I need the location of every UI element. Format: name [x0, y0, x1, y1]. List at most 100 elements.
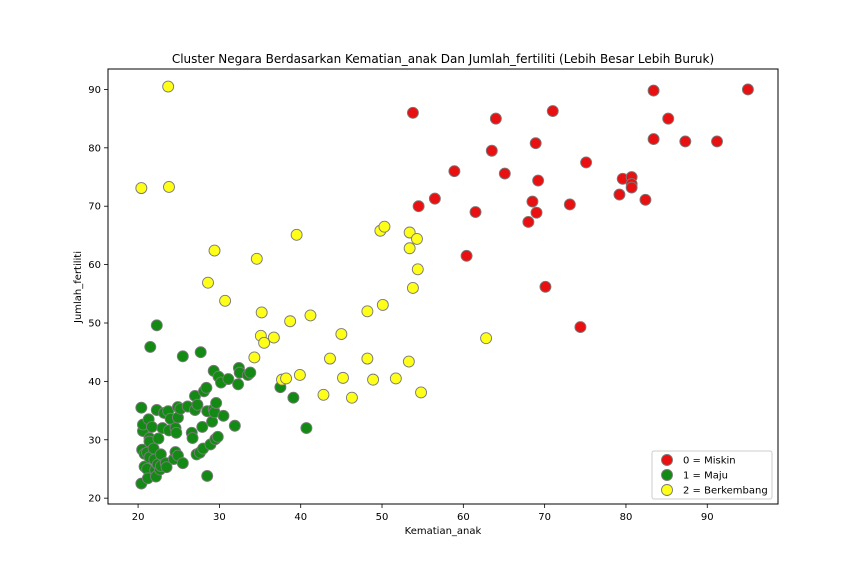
- data-point-series-2: [335, 328, 348, 341]
- points-layer: [135, 80, 754, 490]
- data-point-series-1: [210, 397, 223, 409]
- x-axis-label: Kematian_anak: [405, 526, 482, 537]
- legend-marker: [661, 454, 673, 466]
- data-point-series-2: [337, 371, 349, 384]
- data-point-series-1: [160, 461, 173, 474]
- y-axis: 20 30 40 50 60 70 80 90: [88, 85, 108, 505]
- data-point-series-1: [211, 430, 224, 443]
- y-tick-label: 30: [88, 435, 101, 446]
- data-point-series-2: [267, 331, 280, 344]
- x-tick-label: 40: [294, 512, 307, 523]
- data-point-series-0: [469, 206, 482, 219]
- y-tick-label: 90: [88, 85, 101, 96]
- data-point-series-1: [244, 366, 257, 379]
- chart-title: Cluster Negara Berdasarkan Kematian_anak…: [172, 52, 714, 66]
- x-tick-label: 60: [457, 512, 470, 523]
- y-tick-label: 40: [88, 377, 101, 388]
- data-point-series-2: [255, 306, 268, 319]
- x-axis: 20 30 40 50 60 70 80 90: [132, 504, 714, 523]
- y-tick-label: 70: [88, 202, 101, 213]
- data-point-series-2: [280, 372, 293, 385]
- data-point-series-0: [711, 135, 723, 148]
- data-point-series-0: [522, 216, 535, 228]
- data-point-series-2: [163, 180, 175, 193]
- data-point-series-0: [613, 188, 626, 201]
- data-point-series-0: [526, 195, 539, 208]
- data-point-series-2: [367, 373, 380, 386]
- data-point-series-2: [248, 351, 261, 364]
- data-point-series-1: [176, 457, 189, 470]
- data-point-series-0: [625, 181, 638, 194]
- data-point-series-1: [135, 401, 148, 414]
- data-point-series-1: [300, 422, 313, 435]
- x-tick-label: 50: [376, 512, 389, 523]
- y-tick-label: 50: [88, 318, 101, 329]
- data-point-series-1: [222, 373, 235, 385]
- data-point-series-0: [679, 135, 692, 148]
- data-point-series-0: [485, 144, 498, 157]
- x-tick-label: 30: [213, 512, 226, 523]
- data-point-series-2: [361, 352, 374, 365]
- data-point-series-2: [389, 372, 402, 385]
- legend-marker: [661, 469, 673, 481]
- data-point-series-2: [293, 369, 306, 381]
- data-point-series-0: [428, 192, 441, 205]
- data-point-series-2: [378, 220, 391, 233]
- data-point-series-1: [228, 419, 241, 432]
- data-point-series-0: [530, 206, 543, 219]
- data-point-series-2: [324, 352, 336, 365]
- data-point-series-1: [196, 420, 209, 433]
- plot-frame: [107, 68, 779, 505]
- data-point-series-2: [403, 242, 416, 255]
- x-tick-label: 90: [701, 512, 714, 523]
- data-point-series-2: [219, 294, 232, 307]
- legend: 0 = Miskin 1 = Maju 2 = Berkembang: [651, 450, 773, 500]
- data-point-series-0: [639, 193, 652, 206]
- data-point-series-0: [574, 321, 587, 334]
- data-point-series-2: [402, 355, 415, 368]
- data-point-series-1: [287, 391, 300, 404]
- data-point-series-0: [448, 165, 461, 178]
- data-point-series-2: [290, 228, 303, 241]
- data-point-series-0: [647, 84, 660, 97]
- legend-box: [651, 450, 773, 500]
- data-point-series-2: [411, 263, 424, 276]
- data-point-series-2: [361, 305, 374, 318]
- data-point-series-2: [135, 182, 148, 195]
- data-point-series-0: [412, 200, 425, 213]
- data-point-series-0: [532, 174, 545, 187]
- data-point-series-0: [489, 112, 502, 125]
- data-point-series-0: [498, 167, 511, 180]
- data-point-series-0: [460, 249, 473, 262]
- y-tick-label: 20: [88, 494, 101, 505]
- data-point-series-0: [563, 198, 576, 211]
- y-tick-label: 60: [88, 260, 101, 271]
- data-point-series-0: [546, 105, 559, 117]
- data-point-series-1: [176, 350, 189, 363]
- data-point-series-0: [647, 133, 660, 146]
- data-point-series-2: [411, 232, 423, 245]
- data-point-series-2: [345, 391, 358, 404]
- y-tick-label: 80: [88, 143, 101, 154]
- data-point-series-1: [152, 432, 165, 445]
- data-point-series-1: [194, 346, 207, 359]
- data-point-series-1: [200, 381, 213, 394]
- data-point-series-2: [162, 80, 175, 93]
- data-point-series-2: [202, 276, 214, 289]
- data-point-series-0: [662, 112, 675, 125]
- data-point-series-1: [232, 378, 245, 391]
- data-point-series-2: [415, 386, 427, 399]
- data-point-series-1: [145, 420, 158, 433]
- data-point-series-2: [258, 336, 271, 349]
- legend-label: 0 = Miskin: [683, 456, 736, 467]
- x-tick-label: 80: [620, 512, 633, 523]
- y-axis-label: Jumlah_fertiliti: [73, 251, 84, 324]
- legend-label: 2 = Berkembang: [683, 486, 768, 497]
- data-point-series-2: [317, 388, 330, 401]
- legend-items: 0 = Miskin 1 = Maju 2 = Berkembang: [661, 454, 768, 497]
- data-point-series-1: [144, 340, 157, 353]
- data-point-series-0: [406, 106, 419, 119]
- data-point-series-1: [201, 470, 214, 482]
- data-point-series-1: [170, 426, 183, 439]
